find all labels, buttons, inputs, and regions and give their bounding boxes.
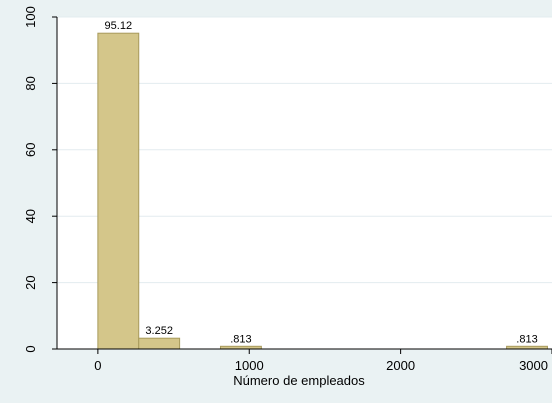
x-tick-label: 3000 <box>519 358 548 373</box>
grid-lines <box>57 16 552 284</box>
y-tick-label: 20 <box>23 275 38 289</box>
bar-value-label: 3.252 <box>145 325 173 337</box>
x-tick-label: 2000 <box>386 358 415 373</box>
x-tick-label: 1000 <box>235 358 264 373</box>
y-tick-label: 40 <box>23 209 38 223</box>
bar-value-label: 95.12 <box>105 20 133 32</box>
histogram-bar <box>138 337 181 350</box>
bars <box>97 32 548 350</box>
y-tick-label: 100 <box>23 6 38 28</box>
bar-value-label: .813 <box>516 333 537 345</box>
data-labels: 95.12 3.252 .813 .813 <box>105 20 538 345</box>
plot-area <box>57 17 552 349</box>
bar-value-label: .813 <box>230 333 251 345</box>
y-tick-label: 0 <box>23 345 38 352</box>
y-tick-label: 80 <box>23 76 38 90</box>
x-tick-label: 0 <box>94 358 101 373</box>
histogram-bar <box>97 32 140 350</box>
y-tick-label: 60 <box>23 143 38 157</box>
x-axis-title: Número de empleados <box>233 373 365 388</box>
